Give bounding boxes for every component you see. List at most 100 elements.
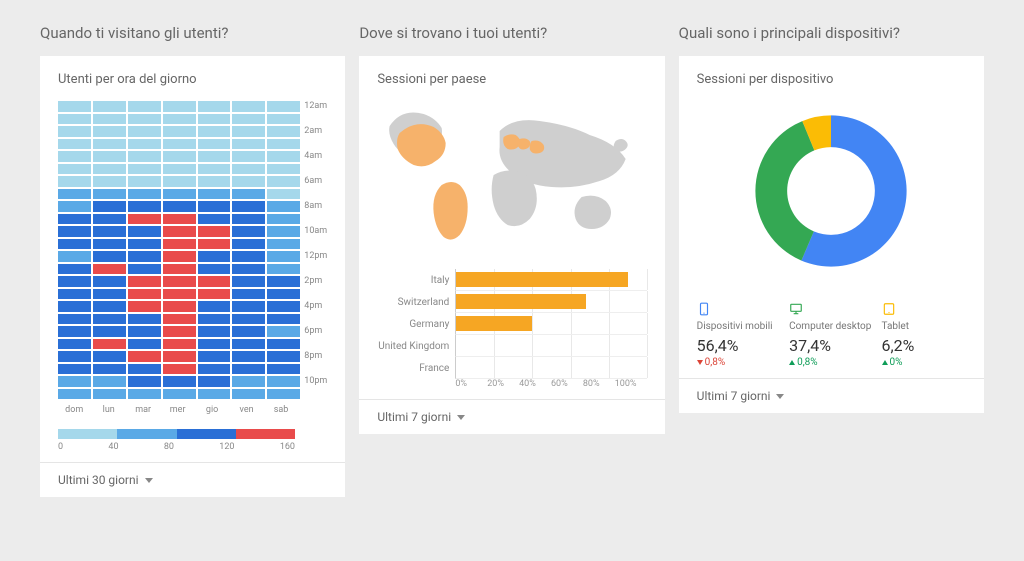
heatmap-cell — [232, 339, 265, 350]
heatmap-cell — [267, 264, 300, 275]
heatmap-cell — [232, 376, 265, 387]
hbar-fill — [456, 294, 585, 309]
heatmap-cell — [232, 239, 265, 250]
heatmap-cell — [128, 214, 161, 225]
mobile-icon — [697, 301, 711, 315]
footer-geo[interactable]: Ultimi 7 giorni — [359, 399, 664, 434]
heatmap-cell — [93, 389, 126, 400]
heatmap-row — [58, 176, 300, 187]
heatmap-ylabel: 2pm — [304, 276, 327, 301]
heatmap-cell — [267, 289, 300, 300]
heatmap-cell — [232, 301, 265, 312]
heatmap-cell — [128, 139, 161, 150]
heatmap-row — [58, 101, 300, 112]
heatmap-cell — [267, 201, 300, 212]
heatmap-row — [58, 326, 300, 337]
hbar-axis-tick: 60% — [551, 379, 583, 389]
hbar-label: Switzerland — [377, 297, 455, 308]
heatmap-cell — [58, 364, 91, 375]
heatmap-cell — [93, 126, 126, 137]
heatmap-cell — [163, 301, 196, 312]
heatmap-chart: 12am2am4am6am8am10am12pm2pm4pm6pm8pm10pm — [58, 101, 327, 401]
heatmap-cell — [128, 226, 161, 237]
heatmap-cell — [93, 364, 126, 375]
chart-title-geo: Sessioni per paese — [377, 72, 646, 87]
heatmap-cell — [93, 276, 126, 287]
heatmap-cell — [232, 276, 265, 287]
hbar-fill — [456, 316, 532, 331]
chart-title-devices: Sessioni per dispositivo — [697, 72, 966, 87]
heatmap-cell — [232, 251, 265, 262]
heatmap-ylabel: 6pm — [304, 326, 327, 351]
heatmap-cell — [58, 239, 91, 250]
caret-down-icon — [457, 415, 465, 420]
heatmap-row — [58, 364, 300, 375]
heatmap-cell — [93, 264, 126, 275]
heatmap-cell — [128, 126, 161, 137]
heatmap-cell — [267, 314, 300, 325]
heatmap-cell — [93, 201, 126, 212]
heatmap-cell — [232, 139, 265, 150]
heatmap-cell — [128, 276, 161, 287]
heatmap-cell — [198, 264, 231, 275]
heatmap-cell — [58, 201, 91, 212]
heatmap-cell — [163, 151, 196, 162]
heatmap-row — [58, 164, 300, 175]
heatmap-cell — [163, 226, 196, 237]
heatmap-row — [58, 289, 300, 300]
heatmap-cell — [267, 151, 300, 162]
heatmap-cell — [93, 139, 126, 150]
heatmap-cell — [163, 189, 196, 200]
heatmap-cell — [128, 251, 161, 262]
device-pct: 37,4% — [789, 336, 873, 355]
heatmap-row — [58, 226, 300, 237]
legend-tick: 80 — [164, 442, 174, 452]
hbar-track — [455, 269, 646, 291]
heatmap-cell — [163, 101, 196, 112]
heatmap-cell — [58, 351, 91, 362]
legend-segment — [58, 429, 117, 439]
heatmap-ylabel: 6am — [304, 176, 327, 201]
footer-heatmap[interactable]: Ultimi 30 giorni — [40, 462, 345, 497]
device-delta: 0,8% — [789, 357, 873, 368]
heatmap-cell — [163, 139, 196, 150]
device-name: Dispositivi mobili — [697, 321, 781, 332]
heatmap-cell — [93, 289, 126, 300]
heatmap-cell — [128, 364, 161, 375]
heatmap-cell — [128, 376, 161, 387]
device-delta-value: 0% — [890, 357, 903, 368]
heatmap-cell — [128, 101, 161, 112]
heatmap-ylabel: 8pm — [304, 351, 327, 376]
heatmap-row — [58, 251, 300, 262]
device-pct: 6,2% — [882, 336, 966, 355]
heatmap-cell — [232, 114, 265, 125]
heatmap-cell — [128, 151, 161, 162]
heatmap-cell — [232, 314, 265, 325]
heatmap-cell — [267, 276, 300, 287]
heatmap-cell — [267, 126, 300, 137]
heatmap-cell — [93, 226, 126, 237]
heatmap-xlabel: mar — [127, 405, 159, 415]
hbar-label: United Kingdom — [377, 341, 455, 352]
heatmap-cell — [58, 276, 91, 287]
heatmap-cell — [198, 114, 231, 125]
heatmap-cell — [198, 389, 231, 400]
device-legend: Dispositivi mobili56,4%0,8%Computer desk… — [697, 301, 966, 368]
heatmap-cell — [128, 264, 161, 275]
heatmap-cell — [163, 339, 196, 350]
tablet-icon — [882, 301, 896, 315]
heatmap-cell — [163, 126, 196, 137]
heatmap-cell — [93, 301, 126, 312]
heatmap-cell — [267, 389, 300, 400]
footer-devices[interactable]: Ultimi 7 giorni — [679, 378, 984, 413]
heatmap-cell — [163, 264, 196, 275]
heatmap-cell — [232, 101, 265, 112]
heatmap-cell — [58, 251, 91, 262]
heatmap-cell — [198, 301, 231, 312]
heatmap-cell — [163, 389, 196, 400]
device-delta: 0,8% — [697, 357, 781, 368]
heatmap-cell — [163, 251, 196, 262]
heatmap-cell — [58, 114, 91, 125]
heatmap-cell — [198, 151, 231, 162]
heatmap-cell — [128, 239, 161, 250]
